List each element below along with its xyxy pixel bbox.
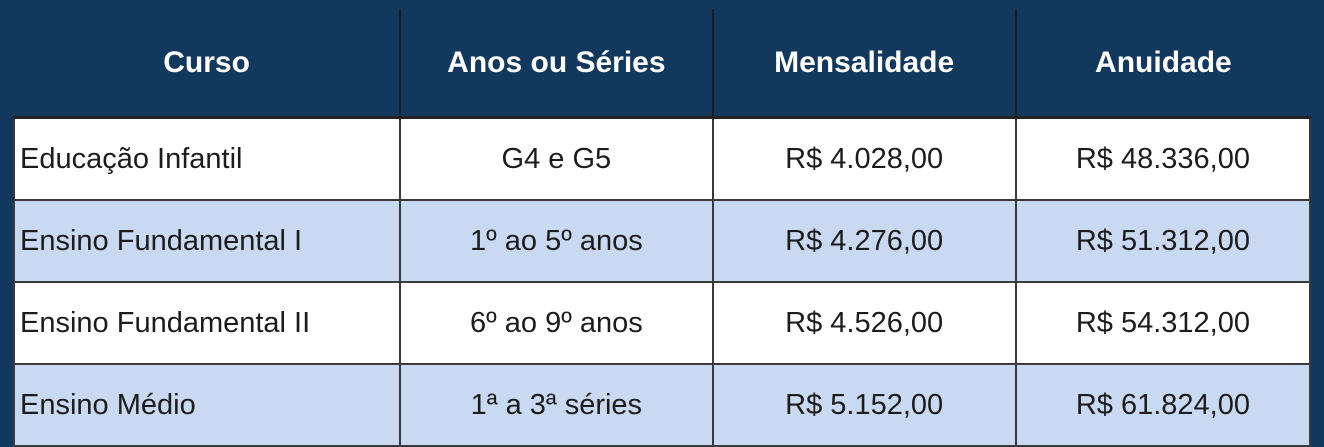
table-row-educacao-infantil: Educação Infantil G4 e G5 R$ 4.028,00 R$…	[12, 116, 1312, 201]
cell-anos-series: 6º ao 9º anos	[399, 281, 714, 365]
cell-mensalidade: R$ 4.526,00	[711, 281, 1017, 365]
table-row-ensino-fundamental-1: Ensino Fundamental I 1º ao 5º anos R$ 4.…	[12, 199, 1312, 283]
table-row-ensino-medio: Ensino Médio 1ª a 3ª séries R$ 5.152,00 …	[12, 363, 1312, 447]
cell-anuidade: R$ 51.312,00	[1014, 199, 1312, 283]
cell-curso: Ensino Médio	[12, 363, 402, 447]
table-row-ensino-fundamental-2: Ensino Fundamental II 6º ao 9º anos R$ 4…	[12, 281, 1312, 365]
cell-curso: Ensino Fundamental I	[12, 199, 402, 283]
cell-curso: Educação Infantil	[12, 116, 402, 201]
tuition-table: Curso Anos ou Séries Mensalidade Anuidad…	[12, 9, 1312, 447]
header-row: Curso Anos ou Séries Mensalidade Anuidad…	[14, 9, 1310, 119]
cell-mensalidade: R$ 5.152,00	[711, 363, 1017, 447]
cell-anuidade: R$ 48.336,00	[1014, 116, 1312, 201]
cell-anos-series: G4 e G5	[399, 116, 714, 201]
cell-curso: Ensino Fundamental II	[12, 281, 402, 365]
cell-anos-series: 1ª a 3ª séries	[399, 363, 714, 447]
cell-mensalidade: R$ 4.276,00	[711, 199, 1017, 283]
column-header-mensalidade: Mensalidade	[711, 9, 1016, 119]
column-header-anos-series: Anos ou Séries	[399, 9, 713, 119]
cell-anos-series: 1º ao 5º anos	[399, 199, 714, 283]
column-header-anuidade: Anuidade	[1014, 9, 1310, 119]
cell-anuidade: R$ 54.312,00	[1014, 281, 1312, 365]
column-header-curso: Curso	[14, 9, 401, 119]
cell-anuidade: R$ 61.824,00	[1014, 363, 1312, 447]
cell-mensalidade: R$ 4.028,00	[711, 116, 1017, 201]
